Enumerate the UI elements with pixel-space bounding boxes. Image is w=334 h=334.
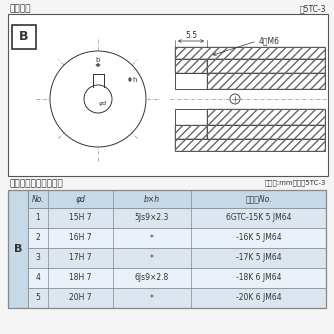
- Text: （単位:mm）　表5TC-3: （単位:mm） 表5TC-3: [265, 179, 326, 186]
- Bar: [28, 208, 326, 228]
- Bar: [175, 125, 207, 139]
- Text: 6GTC-15K 5 JM64: 6GTC-15K 5 JM64: [226, 213, 291, 222]
- Text: 1: 1: [36, 213, 40, 222]
- Text: φd: φd: [75, 194, 86, 203]
- Bar: [207, 59, 325, 73]
- Text: φd: φd: [99, 102, 107, 107]
- Bar: [28, 288, 326, 308]
- Text: 5Js9×2.3: 5Js9×2.3: [135, 213, 169, 222]
- Bar: [8, 190, 28, 308]
- Text: 16H 7: 16H 7: [69, 233, 92, 242]
- Text: B: B: [19, 30, 29, 43]
- Text: -20K 6 JM64: -20K 6 JM64: [236, 294, 281, 303]
- Circle shape: [50, 51, 146, 147]
- Bar: [28, 190, 326, 208]
- Text: 軸穴形状コードー覧表: 軸穴形状コードー覧表: [10, 179, 64, 188]
- Text: *: *: [150, 294, 154, 303]
- Text: 3: 3: [35, 254, 40, 263]
- Bar: [207, 125, 325, 139]
- Text: 4－M6: 4－M6: [259, 36, 280, 45]
- Text: 2: 2: [36, 233, 40, 242]
- Bar: [207, 109, 325, 125]
- Bar: [8, 190, 326, 308]
- Circle shape: [230, 94, 240, 104]
- Text: 4: 4: [35, 274, 40, 283]
- Text: -16K 5 JM64: -16K 5 JM64: [236, 233, 281, 242]
- Bar: [207, 73, 325, 89]
- Bar: [175, 139, 325, 151]
- Text: 軸穴形状: 軸穴形状: [10, 4, 31, 13]
- Bar: [175, 47, 325, 59]
- Text: -17K 5 JM64: -17K 5 JM64: [236, 254, 281, 263]
- Bar: [175, 59, 207, 73]
- Bar: [12, 25, 36, 49]
- Bar: [28, 248, 326, 268]
- Bar: [175, 73, 207, 89]
- Text: B: B: [14, 244, 22, 254]
- Text: 17H 7: 17H 7: [69, 254, 92, 263]
- Circle shape: [84, 85, 112, 113]
- Text: 15H 7: 15H 7: [69, 213, 92, 222]
- Bar: [207, 73, 325, 89]
- Bar: [207, 59, 325, 73]
- Bar: [175, 109, 207, 125]
- Bar: [28, 268, 326, 288]
- Text: *: *: [150, 233, 154, 242]
- Text: *: *: [150, 254, 154, 263]
- Bar: [175, 139, 325, 151]
- Text: 20H 7: 20H 7: [69, 294, 92, 303]
- Bar: [175, 59, 207, 73]
- Bar: [8, 14, 328, 176]
- Bar: [28, 228, 326, 248]
- Bar: [207, 109, 325, 125]
- Bar: [175, 125, 207, 139]
- Text: No.: No.: [32, 194, 44, 203]
- Text: 6Js9×2.8: 6Js9×2.8: [135, 274, 169, 283]
- Text: 5.5: 5.5: [185, 31, 197, 40]
- Text: b: b: [96, 57, 100, 63]
- Text: -18K 6 JM64: -18K 6 JM64: [236, 274, 281, 283]
- Text: 図5TC-3: 図5TC-3: [300, 4, 326, 13]
- Bar: [175, 47, 325, 59]
- Text: h: h: [132, 76, 137, 82]
- Text: 5: 5: [35, 294, 40, 303]
- Bar: [207, 125, 325, 139]
- Text: b×h: b×h: [144, 194, 160, 203]
- Text: 18H 7: 18H 7: [69, 274, 92, 283]
- Text: コードNo.: コードNo.: [245, 194, 272, 203]
